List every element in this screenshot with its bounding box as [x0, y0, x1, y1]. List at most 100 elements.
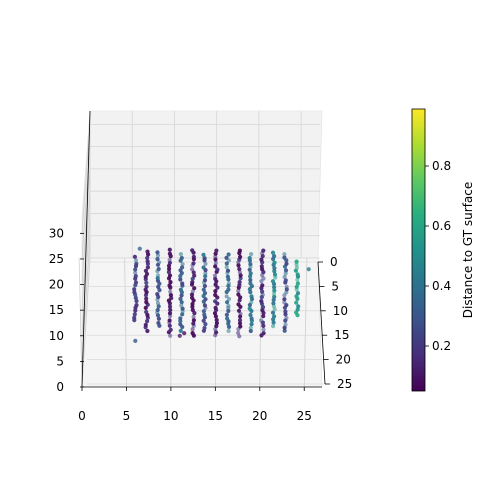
scatter-point — [236, 288, 241, 293]
scatter-point — [202, 256, 207, 261]
scatter-point — [294, 265, 299, 270]
scatter-point — [190, 248, 195, 253]
scatter-point — [201, 309, 206, 314]
scatter-point — [247, 287, 252, 292]
panes — [81, 110, 323, 388]
scatter-point — [249, 252, 254, 257]
scatter-point — [189, 292, 195, 297]
scatter-point — [201, 287, 206, 292]
scatter-point — [155, 253, 161, 258]
scatter-point-outlier — [137, 246, 142, 251]
y-axis-line — [317, 261, 326, 385]
scatter-point — [144, 309, 149, 315]
colorbar-tick-label: 0.2 — [432, 339, 451, 353]
scatter-point — [226, 328, 231, 334]
z-axis-line — [81, 110, 91, 388]
scatter-point — [236, 308, 242, 313]
scatter-point — [272, 285, 277, 290]
scatter-point — [224, 255, 229, 260]
scatter-point — [202, 291, 208, 296]
scatter-point — [226, 303, 231, 308]
scatter-point — [203, 322, 208, 327]
scatter-point — [156, 320, 161, 326]
scatter-point — [249, 300, 254, 305]
scatter-point — [178, 328, 183, 333]
y-tick-label: 25 — [337, 377, 352, 391]
scatter-point-outlier — [182, 331, 187, 336]
scatter-point — [178, 322, 183, 327]
scatter-point — [156, 273, 161, 278]
x-tick-label: 25 — [297, 409, 312, 423]
z-tick-label: 30 — [49, 226, 64, 240]
scatter-point — [271, 297, 276, 302]
scatter-point — [144, 300, 149, 305]
scatter-point — [270, 250, 276, 255]
scatter-point — [167, 266, 172, 271]
y-tick-label: 5 — [331, 279, 339, 293]
scatter-point — [157, 260, 162, 265]
scatter-point — [295, 291, 301, 296]
scatter-point — [282, 328, 287, 333]
scatter-point — [132, 254, 137, 259]
scatter-point — [179, 303, 184, 308]
scatter-point — [295, 281, 300, 286]
scatter-point — [190, 327, 195, 332]
scatter-point — [133, 274, 138, 279]
scatter-point — [168, 289, 173, 294]
scatter-point — [236, 292, 241, 297]
scatter-point — [248, 271, 253, 276]
scatter-point — [272, 269, 277, 274]
scatter-point — [272, 272, 278, 277]
scatter-point — [260, 305, 266, 310]
scatter-point — [261, 331, 266, 336]
scatter-point — [213, 292, 218, 298]
scatter-point — [260, 283, 265, 288]
scatter-point — [179, 255, 184, 261]
scatter-point — [225, 274, 230, 279]
scatter-points — [132, 246, 311, 343]
scatter-point — [226, 252, 231, 257]
scatter-point — [236, 263, 241, 268]
scatter-point — [201, 318, 206, 323]
scatter-point — [248, 325, 253, 330]
scatter-point — [155, 307, 160, 313]
z-tick-label: 5 — [56, 354, 64, 368]
scatter-point — [145, 259, 150, 264]
scatter-point — [259, 299, 264, 304]
scatter-point — [155, 257, 160, 262]
scatter-point — [180, 281, 185, 286]
scatter-point — [214, 248, 219, 253]
scatter-point — [249, 322, 254, 327]
scatter-point — [248, 262, 253, 267]
scatter-point — [145, 249, 150, 254]
z-tick-label: 25 — [49, 252, 64, 266]
scatter-point — [133, 258, 139, 263]
y-tick-label: 10 — [333, 304, 348, 318]
scatter-point — [282, 297, 287, 302]
scatter-point — [261, 276, 266, 281]
scatter-point — [133, 280, 139, 285]
scatter-point — [224, 265, 229, 270]
scatter-point — [178, 277, 183, 282]
scatter-point — [178, 287, 183, 292]
scatter-point — [260, 289, 265, 294]
scatter-point — [190, 267, 195, 272]
scatter-point — [167, 304, 173, 309]
scatter-point — [132, 312, 137, 317]
scatter-point — [225, 300, 230, 305]
scatter-point — [201, 252, 206, 257]
scatter-point — [214, 321, 219, 326]
scatter-point — [247, 256, 252, 261]
scatter-point — [214, 317, 219, 323]
scatter-point — [168, 280, 173, 285]
scatter-point — [226, 281, 231, 286]
scatter-point — [155, 250, 160, 255]
scatter-point — [237, 270, 242, 275]
scatter-point — [224, 312, 229, 317]
scatter-point — [145, 319, 150, 324]
scatter-point — [167, 257, 172, 262]
y-tick-label: 15 — [334, 328, 349, 342]
scatter-point — [190, 280, 195, 285]
scatter-point — [283, 309, 288, 314]
